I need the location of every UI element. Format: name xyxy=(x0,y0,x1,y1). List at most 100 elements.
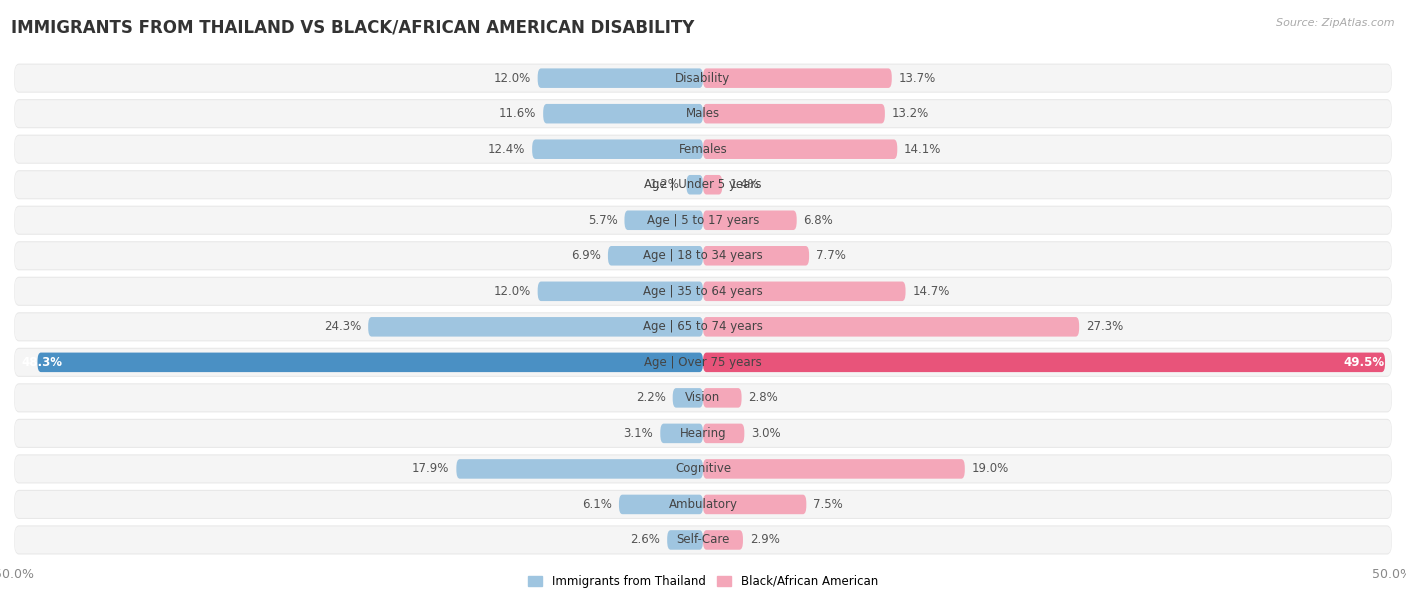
Text: 13.2%: 13.2% xyxy=(891,107,929,120)
Text: 2.2%: 2.2% xyxy=(636,391,666,405)
Text: 19.0%: 19.0% xyxy=(972,463,1010,476)
FancyBboxPatch shape xyxy=(703,282,905,301)
Text: Hearing: Hearing xyxy=(679,427,727,440)
FancyBboxPatch shape xyxy=(14,525,1392,554)
FancyBboxPatch shape xyxy=(14,454,1392,483)
FancyBboxPatch shape xyxy=(14,384,1392,411)
Text: Age | 35 to 64 years: Age | 35 to 64 years xyxy=(643,285,763,298)
FancyBboxPatch shape xyxy=(703,494,807,514)
FancyBboxPatch shape xyxy=(703,175,723,195)
FancyBboxPatch shape xyxy=(607,246,703,266)
FancyBboxPatch shape xyxy=(14,349,1392,376)
FancyBboxPatch shape xyxy=(457,459,703,479)
Text: 11.6%: 11.6% xyxy=(499,107,536,120)
FancyBboxPatch shape xyxy=(543,104,703,124)
Text: 12.0%: 12.0% xyxy=(494,285,531,298)
Text: 2.6%: 2.6% xyxy=(630,534,661,547)
FancyBboxPatch shape xyxy=(531,140,703,159)
FancyBboxPatch shape xyxy=(14,241,1392,271)
FancyBboxPatch shape xyxy=(14,419,1392,448)
Text: 12.0%: 12.0% xyxy=(494,72,531,84)
FancyBboxPatch shape xyxy=(703,104,884,124)
Text: 6.9%: 6.9% xyxy=(571,249,600,263)
FancyBboxPatch shape xyxy=(703,353,1385,372)
Text: 12.4%: 12.4% xyxy=(488,143,526,155)
FancyBboxPatch shape xyxy=(537,282,703,301)
Text: Males: Males xyxy=(686,107,720,120)
Text: 24.3%: 24.3% xyxy=(323,320,361,334)
Text: 17.9%: 17.9% xyxy=(412,463,450,476)
FancyBboxPatch shape xyxy=(14,99,1392,129)
FancyBboxPatch shape xyxy=(703,424,744,443)
FancyBboxPatch shape xyxy=(619,494,703,514)
Text: 6.1%: 6.1% xyxy=(582,498,612,511)
FancyBboxPatch shape xyxy=(14,312,1392,341)
Text: 48.3%: 48.3% xyxy=(21,356,62,369)
FancyBboxPatch shape xyxy=(14,136,1392,163)
Text: 2.9%: 2.9% xyxy=(749,534,780,547)
FancyBboxPatch shape xyxy=(686,175,703,195)
FancyBboxPatch shape xyxy=(14,242,1392,269)
Text: 14.1%: 14.1% xyxy=(904,143,942,155)
FancyBboxPatch shape xyxy=(14,420,1392,447)
FancyBboxPatch shape xyxy=(668,530,703,550)
Text: 5.7%: 5.7% xyxy=(588,214,617,227)
Text: Age | Under 5 years: Age | Under 5 years xyxy=(644,178,762,191)
Text: 14.7%: 14.7% xyxy=(912,285,950,298)
FancyBboxPatch shape xyxy=(14,277,1392,306)
FancyBboxPatch shape xyxy=(14,313,1392,340)
Text: Females: Females xyxy=(679,143,727,155)
Text: IMMIGRANTS FROM THAILAND VS BLACK/AFRICAN AMERICAN DISABILITY: IMMIGRANTS FROM THAILAND VS BLACK/AFRICA… xyxy=(11,18,695,36)
Text: Disability: Disability xyxy=(675,72,731,84)
FancyBboxPatch shape xyxy=(14,171,1392,198)
FancyBboxPatch shape xyxy=(703,140,897,159)
FancyBboxPatch shape xyxy=(14,65,1392,92)
FancyBboxPatch shape xyxy=(14,206,1392,235)
Text: Vision: Vision xyxy=(685,391,721,405)
FancyBboxPatch shape xyxy=(672,388,703,408)
FancyBboxPatch shape xyxy=(703,388,741,408)
FancyBboxPatch shape xyxy=(14,348,1392,377)
FancyBboxPatch shape xyxy=(703,211,797,230)
FancyBboxPatch shape xyxy=(537,69,703,88)
FancyBboxPatch shape xyxy=(14,278,1392,305)
FancyBboxPatch shape xyxy=(703,246,808,266)
FancyBboxPatch shape xyxy=(703,459,965,479)
Text: 1.2%: 1.2% xyxy=(650,178,679,191)
Text: 49.5%: 49.5% xyxy=(1344,356,1385,369)
FancyBboxPatch shape xyxy=(14,490,1392,519)
FancyBboxPatch shape xyxy=(14,491,1392,518)
Text: Ambulatory: Ambulatory xyxy=(668,498,738,511)
Legend: Immigrants from Thailand, Black/African American: Immigrants from Thailand, Black/African … xyxy=(523,570,883,592)
FancyBboxPatch shape xyxy=(703,530,742,550)
FancyBboxPatch shape xyxy=(661,424,703,443)
FancyBboxPatch shape xyxy=(14,455,1392,482)
Text: Age | 5 to 17 years: Age | 5 to 17 years xyxy=(647,214,759,227)
Text: 3.1%: 3.1% xyxy=(624,427,654,440)
Text: Cognitive: Cognitive xyxy=(675,463,731,476)
Text: Self-Care: Self-Care xyxy=(676,534,730,547)
FancyBboxPatch shape xyxy=(14,64,1392,93)
Text: 3.0%: 3.0% xyxy=(751,427,780,440)
Text: Source: ZipAtlas.com: Source: ZipAtlas.com xyxy=(1277,18,1395,28)
Text: 6.8%: 6.8% xyxy=(804,214,834,227)
Text: Age | Over 75 years: Age | Over 75 years xyxy=(644,356,762,369)
Text: 2.8%: 2.8% xyxy=(748,391,778,405)
FancyBboxPatch shape xyxy=(14,170,1392,200)
Text: 27.3%: 27.3% xyxy=(1085,320,1123,334)
FancyBboxPatch shape xyxy=(703,69,891,88)
Text: Age | 18 to 34 years: Age | 18 to 34 years xyxy=(643,249,763,263)
FancyBboxPatch shape xyxy=(38,353,703,372)
FancyBboxPatch shape xyxy=(14,207,1392,234)
Text: 7.5%: 7.5% xyxy=(813,498,844,511)
FancyBboxPatch shape xyxy=(14,100,1392,127)
Text: Age | 65 to 74 years: Age | 65 to 74 years xyxy=(643,320,763,334)
FancyBboxPatch shape xyxy=(14,526,1392,553)
Text: 7.7%: 7.7% xyxy=(815,249,846,263)
FancyBboxPatch shape xyxy=(14,135,1392,164)
FancyBboxPatch shape xyxy=(624,211,703,230)
Text: 1.4%: 1.4% xyxy=(730,178,759,191)
FancyBboxPatch shape xyxy=(14,383,1392,412)
Text: 13.7%: 13.7% xyxy=(898,72,936,84)
FancyBboxPatch shape xyxy=(703,317,1080,337)
